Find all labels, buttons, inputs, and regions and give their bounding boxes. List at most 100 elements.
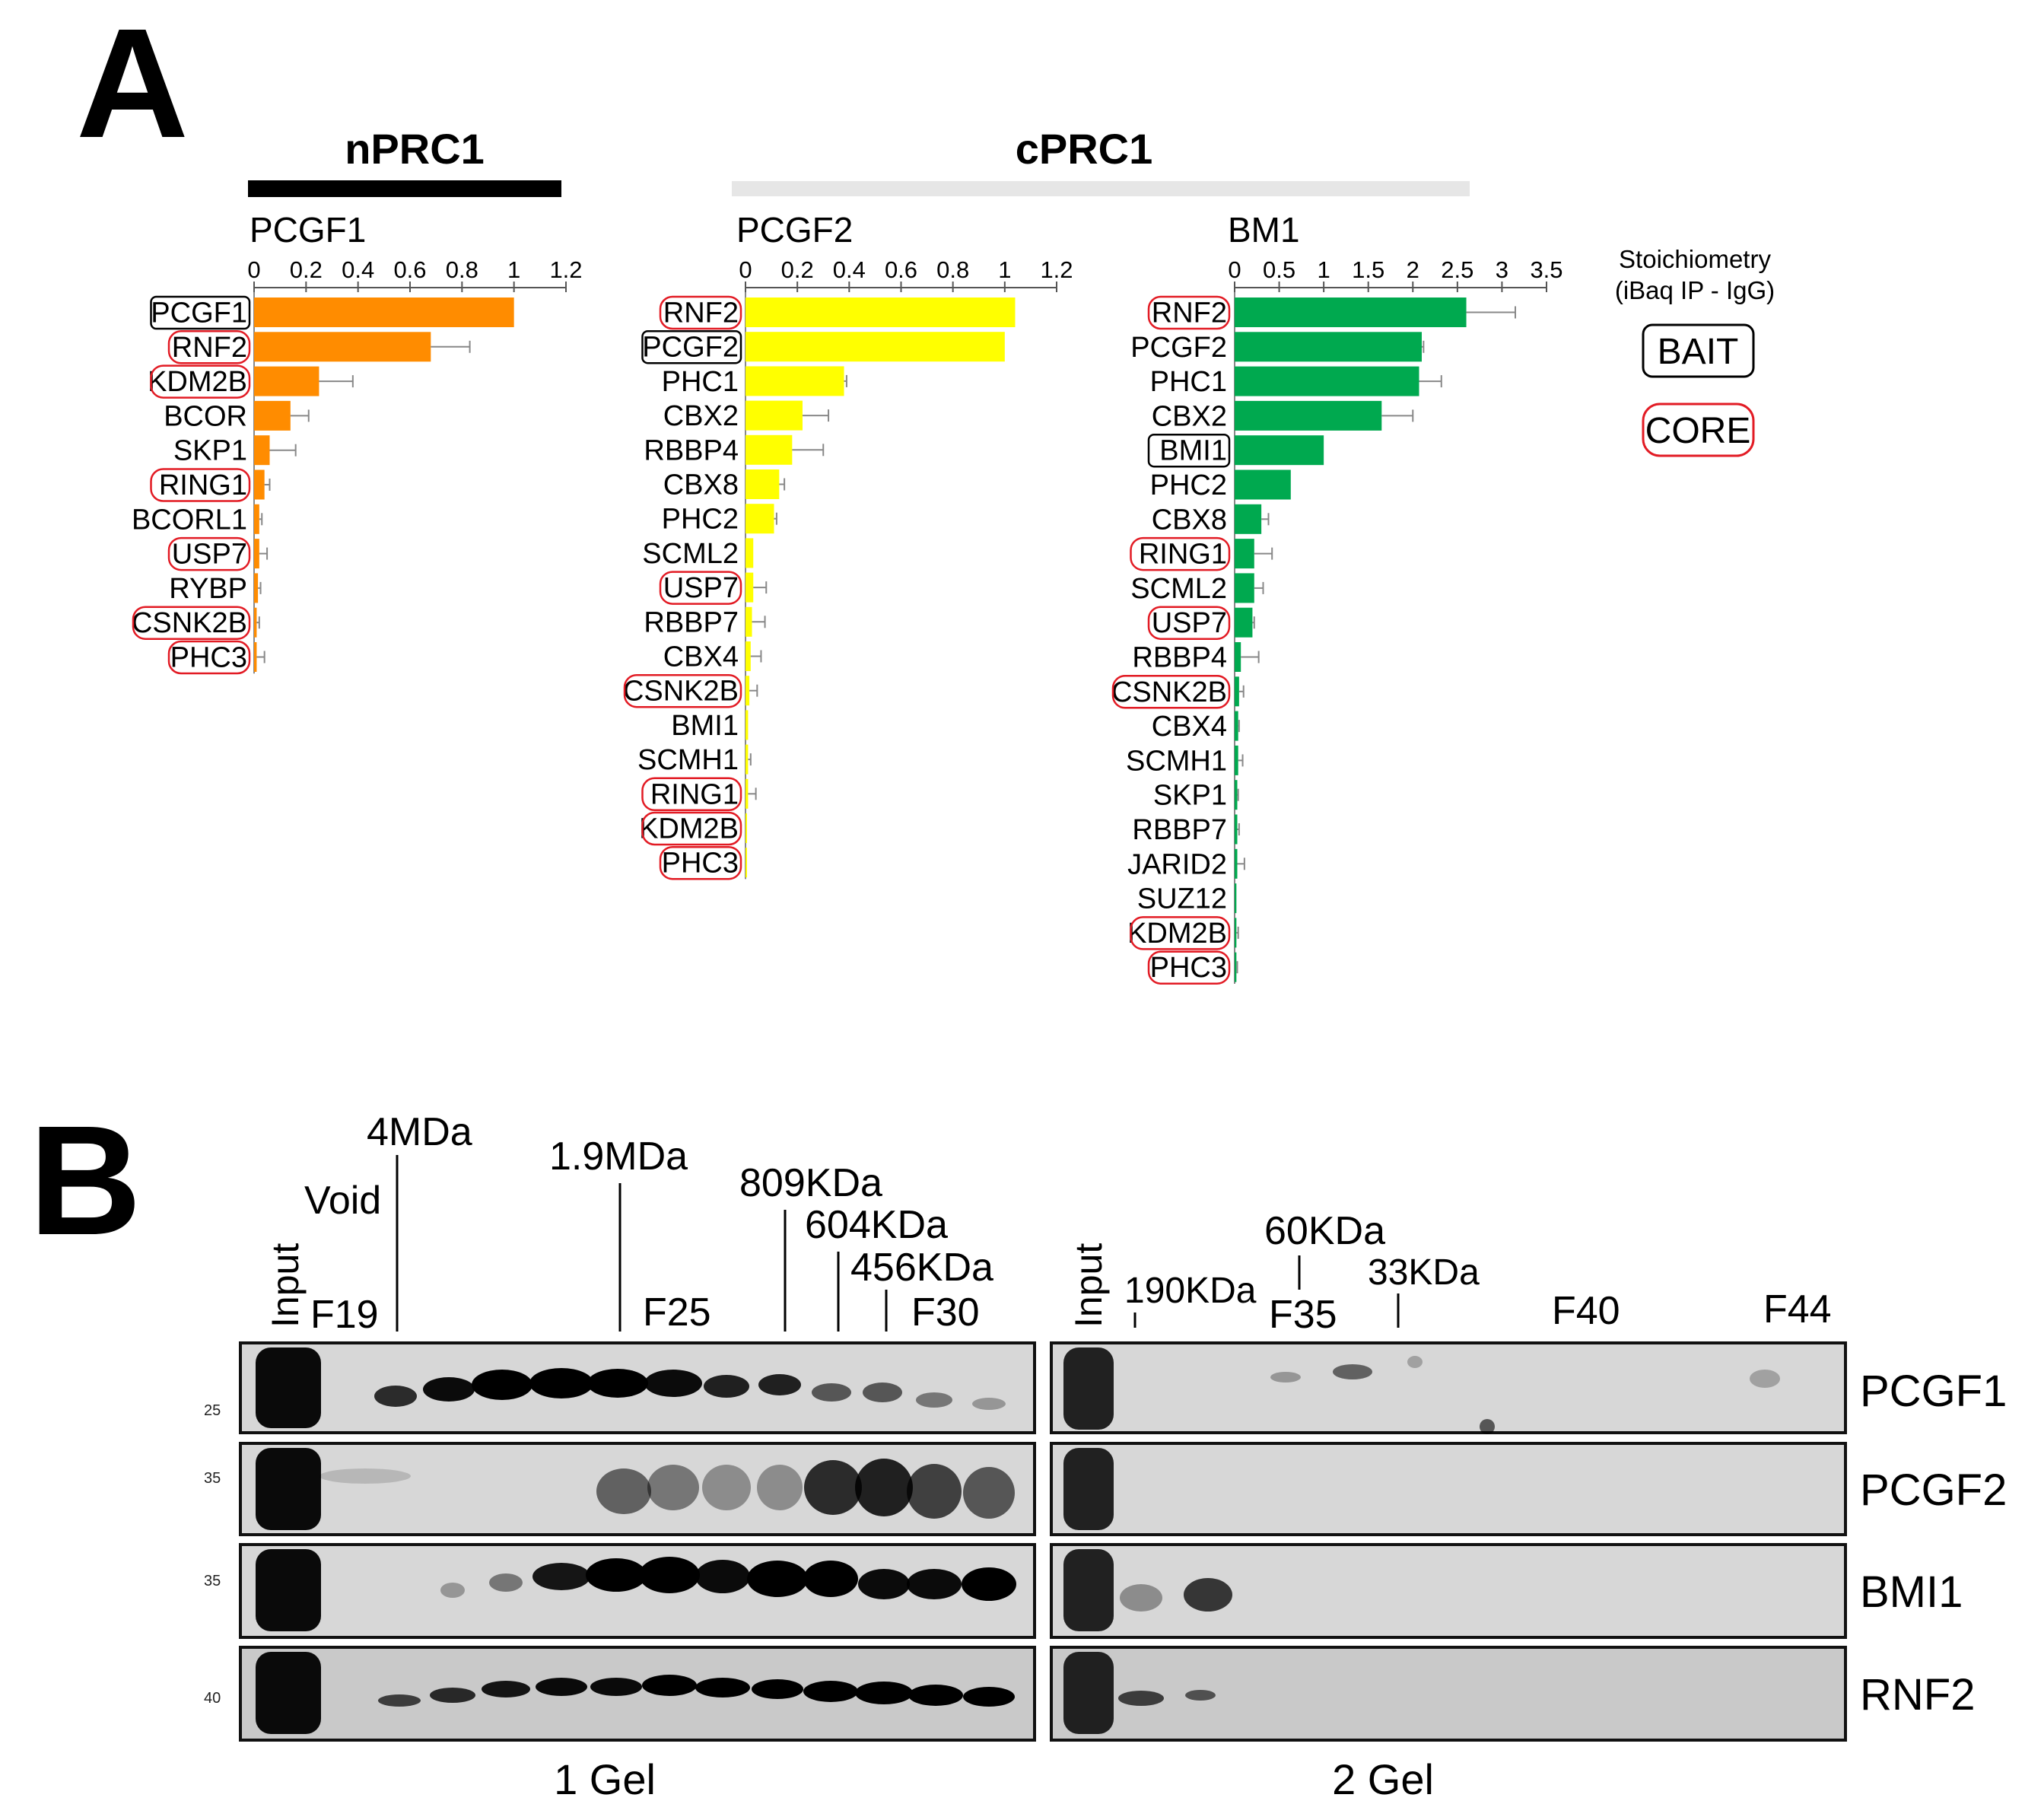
band-pcgf1 bbox=[1407, 1356, 1423, 1368]
marker-4mda: 4MDa bbox=[367, 1110, 472, 1154]
band-bmi1 bbox=[1184, 1578, 1232, 1612]
bar-phc2 bbox=[1235, 469, 1291, 500]
size-markers: Void 4MDa 1.9MDa 809KDa 604KDa 456KDa 19… bbox=[304, 1110, 1480, 1332]
band-rnf2 bbox=[803, 1681, 858, 1702]
x-tick-label: 0 bbox=[739, 256, 752, 283]
category-label-phc1: PHC1 bbox=[1150, 366, 1227, 398]
category-label-phc1: PHC1 bbox=[662, 366, 739, 398]
mw-marker-40: 40 bbox=[204, 1690, 221, 1707]
band-rnf2 bbox=[642, 1675, 697, 1696]
category-label-usp7: USP7 bbox=[663, 572, 739, 604]
input-lane-band bbox=[256, 1448, 321, 1530]
mw-marker-35b: 35 bbox=[204, 1573, 221, 1589]
category-label-phc3: PHC3 bbox=[170, 642, 247, 674]
bar-kdm2b bbox=[745, 813, 747, 843]
category-label-rnf2: RNF2 bbox=[172, 332, 247, 364]
band-pcgf1 bbox=[1333, 1364, 1372, 1379]
band-pcgf1 bbox=[529, 1368, 593, 1398]
x-tick-label: 0.8 bbox=[446, 256, 478, 283]
bar-pcgf2 bbox=[745, 332, 1005, 362]
x-tick-label: 2.5 bbox=[1441, 256, 1473, 283]
cprc1-group-label: cPRC1 bbox=[1016, 125, 1153, 173]
category-label-usp7: USP7 bbox=[1152, 607, 1227, 639]
band-pcgf1 bbox=[472, 1370, 532, 1400]
bar-kdm2b bbox=[254, 366, 319, 396]
band-pcgf1 bbox=[1750, 1370, 1780, 1388]
category-label-scml2: SCML2 bbox=[642, 538, 739, 570]
gel2-label: 2 Gel bbox=[1332, 1755, 1434, 1803]
bar-phc2 bbox=[745, 504, 774, 534]
western-blots bbox=[239, 1341, 1847, 1742]
band-pcgf1 bbox=[374, 1386, 417, 1407]
category-label-scmh1: SCMH1 bbox=[1126, 745, 1227, 777]
x-tick-label: 0.8 bbox=[936, 256, 969, 283]
x-tick-label: 1.2 bbox=[1040, 256, 1073, 283]
x-tick-label: 1 bbox=[998, 256, 1011, 283]
band-rnf2 bbox=[855, 1682, 913, 1704]
mw-marker-35a: 35 bbox=[204, 1470, 221, 1487]
band-pcgf1 bbox=[423, 1377, 475, 1402]
row-label-pcgf1: PCGF1 bbox=[1860, 1367, 2007, 1416]
legend-core-label: CORE bbox=[1645, 411, 1751, 451]
bar-phc1 bbox=[745, 366, 844, 396]
x-tick-label: 0.6 bbox=[885, 256, 917, 283]
band-pcgf1 bbox=[1270, 1372, 1301, 1382]
core-marker-kdm2b bbox=[150, 364, 251, 399]
input-lane-band bbox=[1063, 1448, 1114, 1530]
band-pcgf1 bbox=[916, 1392, 952, 1408]
x-tick-label: 1 bbox=[507, 256, 520, 283]
bar-rnf2 bbox=[745, 298, 1016, 327]
bar-pcgf2 bbox=[1235, 332, 1422, 362]
bar-rbbp4 bbox=[745, 434, 793, 465]
fraction-f44: F44 bbox=[1763, 1287, 1832, 1332]
category-label-cbx8: CBX8 bbox=[663, 469, 739, 501]
band-bmi1 bbox=[803, 1561, 858, 1597]
x-tick-label: 1 bbox=[1318, 256, 1330, 283]
bar-phc3 bbox=[745, 848, 747, 878]
band-pcgf2 bbox=[855, 1459, 913, 1516]
input-lane-band bbox=[1063, 1652, 1114, 1734]
marker-void: Void bbox=[304, 1179, 381, 1223]
panel-b-label: B bbox=[29, 1093, 141, 1268]
row-label-rnf2: RNF2 bbox=[1860, 1670, 1975, 1720]
bar-rbbp7 bbox=[1235, 814, 1238, 845]
band-rnf2 bbox=[752, 1679, 803, 1699]
bait-marker-pcgf1 bbox=[150, 295, 251, 330]
category-label-scmh1: SCMH1 bbox=[637, 744, 739, 776]
category-label-rbbp7: RBBP7 bbox=[644, 606, 739, 638]
blot-row-labels: PCGF1 PCGF2 BMI1 RNF2 25 35 35 40 bbox=[204, 1367, 2007, 1720]
cprc1-group-bar bbox=[732, 181, 1470, 196]
core-marker-rnf2 bbox=[167, 330, 251, 364]
bar-scml2 bbox=[1235, 573, 1254, 603]
input-lane-band bbox=[1063, 1348, 1114, 1430]
bar-cbx2 bbox=[1235, 400, 1382, 431]
legend: Stoichiometry (iBaq IP - IgG) BAIT CORE bbox=[1615, 245, 1775, 457]
category-label-scml2: SCML2 bbox=[1130, 573, 1227, 605]
category-label-bmi1: BMI1 bbox=[1159, 435, 1227, 467]
x-tick-label: 0.4 bbox=[342, 256, 374, 283]
x-tick-label: 3.5 bbox=[1530, 256, 1562, 283]
band-rnf2 bbox=[963, 1687, 1015, 1707]
category-label-pcgf2: PCGF2 bbox=[1130, 332, 1227, 364]
gel2-pcgf1-box bbox=[1050, 1341, 1847, 1434]
band-bmi1 bbox=[532, 1563, 590, 1590]
category-label-cbx4: CBX4 bbox=[1152, 711, 1227, 743]
category-label-bcorl1: BCORL1 bbox=[132, 504, 247, 536]
category-label-rbbp7: RBBP7 bbox=[1132, 814, 1227, 846]
chart-title-pcgf1: PCGF1 bbox=[250, 210, 366, 250]
category-label-phc3: PHC3 bbox=[1150, 952, 1227, 984]
category-label-bmi1: BMI1 bbox=[671, 710, 739, 742]
core-marker-ring1 bbox=[150, 468, 251, 502]
band-bmi1 bbox=[695, 1560, 750, 1593]
category-label-rnf2: RNF2 bbox=[663, 298, 739, 329]
bar-ring1 bbox=[254, 469, 265, 500]
band-pcgf2 bbox=[319, 1468, 411, 1484]
bar-csnk2b bbox=[254, 607, 257, 638]
band-bmi1 bbox=[586, 1558, 647, 1592]
bar-phc3 bbox=[254, 642, 257, 672]
marker-33kda: 33KDa bbox=[1368, 1252, 1480, 1293]
core-marker-kdm2b bbox=[641, 811, 742, 846]
band-rnf2 bbox=[695, 1678, 750, 1698]
